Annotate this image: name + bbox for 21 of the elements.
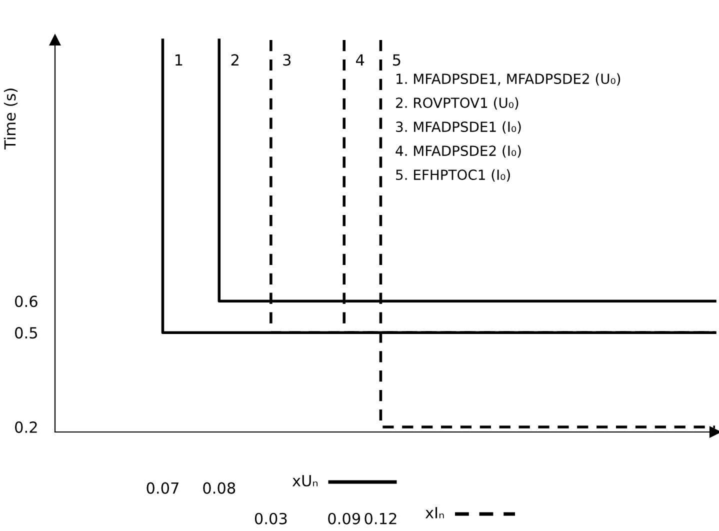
x-tick-label: 0.07 <box>146 482 178 494</box>
x2-tick-label: 0.03 <box>254 512 287 524</box>
annotation: 4. MFADPSDE2 (I₀) <box>396 145 521 158</box>
annotation: 5. EFHPTOC1 (I₀) <box>396 169 510 182</box>
y-axis-title: Time (s) <box>4 88 18 150</box>
series-label: 2 <box>231 54 238 66</box>
series-label: 3 <box>283 54 291 66</box>
x2-tick-label: 0.12 <box>364 512 396 524</box>
x2-axis-title: xIₙ <box>425 507 444 518</box>
x-tick-label: 0.08 <box>203 482 236 494</box>
annotation: 1. MFADPSDE1, MFADPSDE2 (U₀) <box>396 73 620 86</box>
y-tick-label: 0.6 <box>15 296 38 308</box>
annotation: 3. MFADPSDE1 (I₀) <box>396 121 521 134</box>
x2-tick-label: 0.09 <box>328 512 360 524</box>
y-tick-label: 0.5 <box>15 327 37 339</box>
annotation: 2. ROVPTOV1 (U₀) <box>396 97 518 110</box>
series-label: 4 <box>356 54 364 66</box>
series-label: 1 <box>176 54 182 66</box>
y-tick-label: 0.2 <box>15 421 37 433</box>
series-label: 5 <box>393 54 400 66</box>
x-axis-title: xUₙ <box>292 475 318 486</box>
